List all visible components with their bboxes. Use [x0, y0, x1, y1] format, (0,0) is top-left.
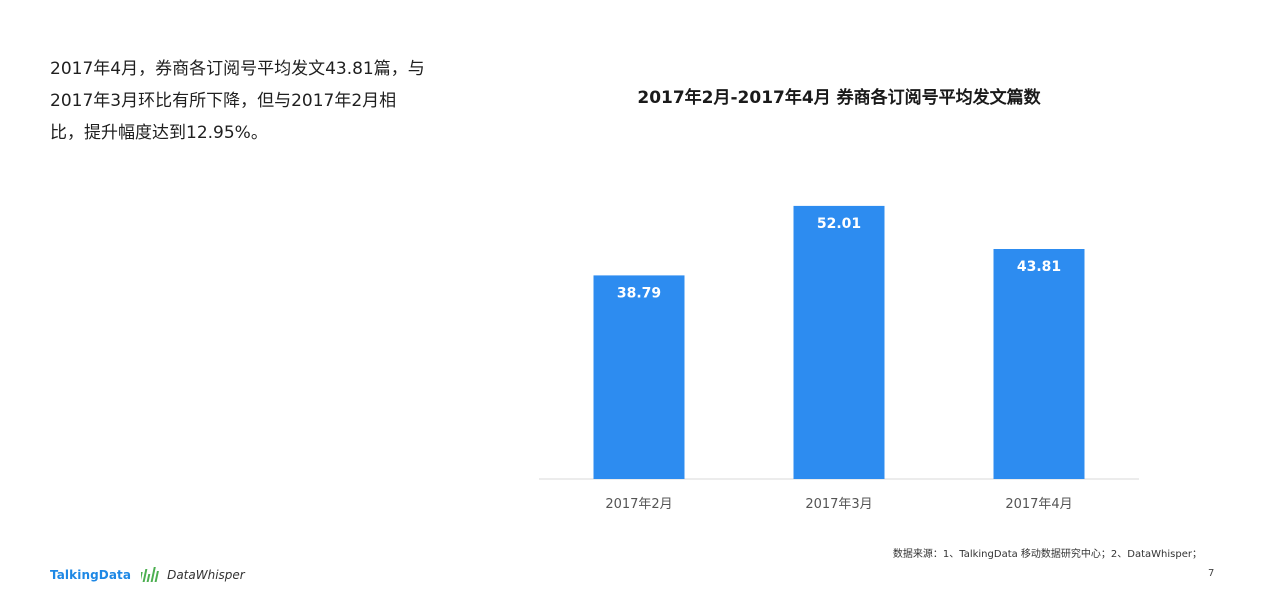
datawhisper-logo-icon	[141, 567, 160, 582]
bar-1	[593, 275, 685, 479]
data-label-3: 43.81	[1017, 259, 1061, 275]
data-source-note: 数据来源：1、TalkingData 移动数据研究中心；2、DataWhispe…	[892, 549, 1202, 560]
bar-2	[793, 205, 885, 479]
x-tick-label-2: 2017年3月	[805, 497, 872, 512]
bar-3	[993, 249, 1085, 479]
summary-text: 2017年4月，券商各订阅号平均发文43.81篇，与2017年3月环比有所下降，…	[50, 59, 425, 143]
chart-title: 2017年2月-2017年4月 券商各订阅号平均发文篇数	[637, 87, 1041, 108]
talkingdata-logo: TalkingData	[50, 568, 132, 582]
page-number: 7	[1208, 568, 1215, 579]
x-tick-label-3: 2017年4月	[1005, 497, 1072, 512]
footer-brand: TalkingData DataWhisper	[50, 564, 245, 586]
datawhisper-logo-text: DataWhisper	[167, 568, 245, 582]
x-tick-label-1: 2017年2月	[605, 497, 672, 512]
data-label-2: 52.01	[817, 216, 861, 232]
bars-group: 38.79 2017年2月 52.01 2017年3月 43.81 2017年4月	[593, 205, 1085, 512]
data-label-1: 38.79	[617, 285, 661, 301]
